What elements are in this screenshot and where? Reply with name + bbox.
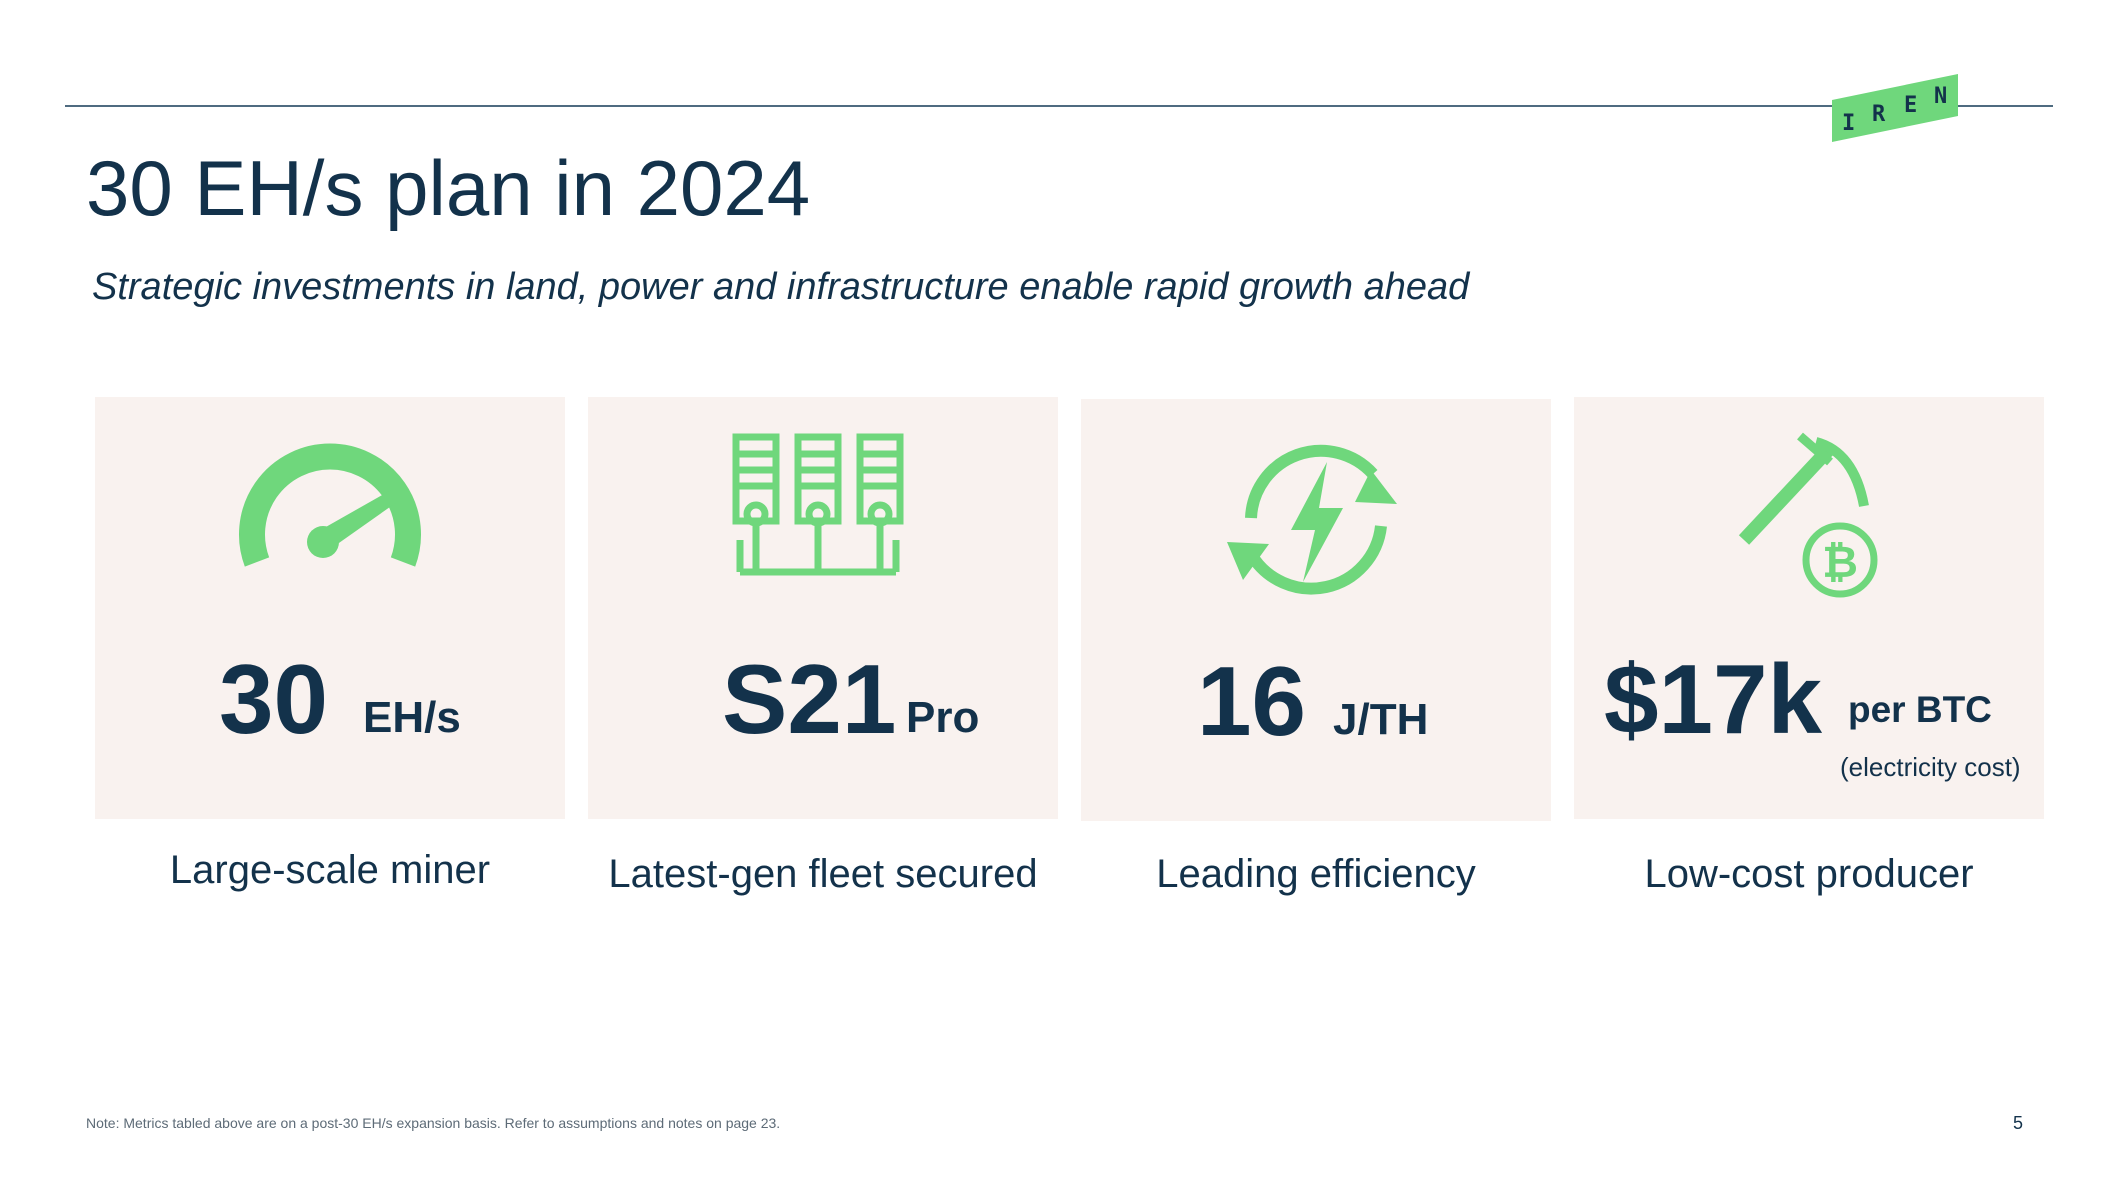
footnote: Note: Metrics tabled above are on a post… — [86, 1115, 781, 1131]
metric-unit: EH/s — [363, 693, 461, 742]
page-number: 5 — [2013, 1113, 2024, 1133]
metric-unit: J/TH — [1333, 695, 1429, 744]
metric-block: 16 J/TH — [1081, 641, 1551, 761]
svg-text:I: I — [1842, 111, 1855, 136]
card-caption: Latest-gen fleet secured — [608, 852, 1038, 896]
metric-value: 16 — [1197, 646, 1307, 756]
iren-logo: I R E N — [1832, 74, 1958, 142]
svg-text:₿: ₿ — [1822, 537, 1858, 588]
speedometer-icon — [239, 443, 421, 567]
svg-text:R: R — [1872, 102, 1886, 127]
metric-card-fleet: S21 Pro — [588, 397, 1058, 819]
card-caption: Leading efficiency — [1156, 852, 1476, 896]
metric-block: 30 EH/s — [95, 639, 565, 759]
card-caption: Large-scale miner — [169, 848, 491, 892]
metric-value: $17k — [1604, 644, 1823, 754]
metric-note: (electricity cost) — [1840, 752, 2021, 782]
svg-text:N: N — [1934, 84, 1947, 109]
svg-text:E: E — [1904, 93, 1917, 118]
metric-card-hashrate: 30 EH/s — [95, 397, 565, 819]
bitcoin-pickaxe-icon: ₿ — [1738, 432, 1878, 598]
server-racks-icon — [732, 433, 904, 576]
metric-block: $17k per BTC (electricity cost) — [1574, 639, 2044, 782]
header-rule — [65, 105, 2053, 107]
metric-unit: Pro — [906, 693, 980, 742]
metric-card-cost: ₿ $17k per BTC (electricity cost) — [1574, 397, 2044, 819]
metric-block: S21 Pro — [588, 639, 1058, 759]
metric-value: 30 — [219, 644, 329, 754]
card-caption: Low-cost producer — [1644, 852, 1974, 896]
page-title: 30 EH/s plan in 2024 — [86, 144, 811, 232]
metric-value: S21 — [722, 644, 897, 754]
energy-cycle-icon — [1227, 444, 1397, 595]
page-subtitle: Strategic investments in land, power and… — [92, 266, 1470, 308]
metric-card-efficiency: 16 J/TH — [1081, 399, 1551, 821]
metric-unit: per BTC — [1848, 689, 1992, 730]
